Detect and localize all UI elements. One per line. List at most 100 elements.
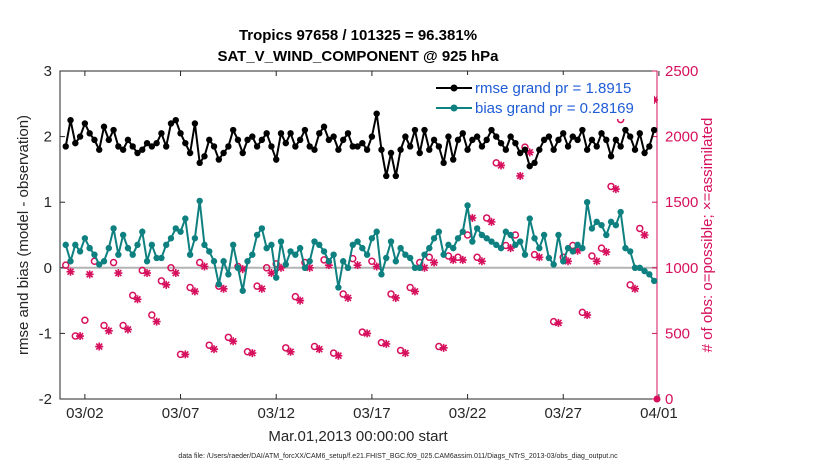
bias-point (292, 251, 299, 258)
rmse-point (627, 133, 634, 140)
rmse-point (540, 136, 548, 144)
obs-assimilated-point (391, 293, 400, 302)
rmse-point (555, 136, 562, 144)
obs-assimilated-point (372, 262, 381, 271)
obs-possible-point (482, 214, 491, 222)
obs-assimilated-point (143, 269, 152, 278)
bias-point (162, 241, 170, 249)
rmse-point (603, 136, 610, 144)
obs-possible-point (406, 283, 414, 292)
rmse-point (67, 117, 74, 124)
bias-point (402, 251, 409, 258)
rmse-point (62, 143, 69, 150)
rmse-point (220, 149, 227, 157)
rmse-point (115, 143, 122, 150)
obs-possible-point (597, 244, 606, 252)
bias-point (62, 241, 69, 249)
bias-point (186, 251, 194, 258)
obs-assimilated-point (640, 231, 649, 239)
obs-assimilated-point (630, 284, 639, 293)
bias-point (583, 199, 591, 206)
legend-rmse-marker (450, 84, 458, 92)
rmse-point (469, 136, 476, 144)
rmse-point (598, 130, 605, 137)
bias-point (344, 264, 352, 271)
rmse-point (191, 120, 199, 127)
rmse-point (612, 136, 620, 144)
rmse-point (344, 130, 352, 137)
bias-point (306, 258, 313, 265)
bias-point (139, 228, 146, 235)
rmse-point (96, 146, 103, 153)
rmse-point (148, 143, 156, 150)
rmse-point (277, 130, 285, 137)
bias-point (450, 244, 457, 252)
obs-assimilated-point (66, 267, 75, 276)
bias-point (464, 202, 471, 209)
rmse-point (607, 153, 615, 160)
obs-assimilated-point (420, 263, 429, 272)
obs-assimilated-point (382, 339, 391, 348)
rmse-point (507, 133, 514, 140)
bias-point (325, 258, 333, 265)
obs-assimilated-point (190, 287, 199, 296)
rmse-point (287, 130, 294, 137)
rmse-point (421, 126, 428, 134)
bias-line (64, 200, 655, 291)
left-tick-label: 0 (44, 260, 52, 277)
obs-assimilated-point (324, 261, 333, 270)
x-tick-label: 03/17 (353, 405, 391, 422)
x-tick-label: 03/12 (257, 405, 295, 422)
bias-point (143, 258, 151, 265)
rmse-point (550, 146, 557, 153)
obs-assimilated-point (439, 343, 448, 352)
bias-point (426, 244, 433, 252)
rmse-point (622, 126, 629, 134)
chart-title: Tropics 97658 / 101325 = 96.381% (239, 27, 477, 44)
x-tick-label: 03/07 (162, 405, 200, 422)
obs-assimilated-point (430, 258, 439, 267)
rmse-point (325, 136, 333, 144)
bias-point (81, 235, 89, 242)
bias-point (91, 251, 98, 258)
bias-point (86, 244, 93, 252)
obs-assimilated-point (573, 246, 582, 255)
rmse-point (536, 146, 543, 153)
bias-point (134, 241, 141, 249)
rmse-point (363, 146, 371, 153)
bias-point (617, 208, 624, 216)
x-tick-label: 03/22 (449, 405, 487, 422)
bias-point (564, 244, 572, 252)
bias-point (363, 251, 371, 258)
bias-point (119, 231, 127, 239)
obs-assimilated-point (238, 265, 247, 274)
rmse-point (526, 162, 533, 170)
rmse-point (406, 143, 414, 150)
rmse-point (91, 136, 98, 144)
rmse-point (349, 143, 356, 150)
bias-point (627, 248, 634, 255)
bias-point (392, 258, 400, 265)
obs-assimilated-point (76, 332, 85, 341)
obs-assimilated-point (497, 161, 506, 170)
rmse-point (182, 139, 189, 147)
bias-point (536, 244, 543, 252)
rmse-point (167, 120, 175, 127)
rmse-point (134, 149, 141, 157)
bias-point (540, 231, 548, 239)
bias-point (560, 258, 567, 265)
bias-point (206, 248, 213, 255)
obs-possible-point (473, 253, 481, 262)
obs-assimilated-point (210, 345, 219, 354)
bias-point (603, 231, 610, 239)
bias-point (177, 228, 184, 235)
bias-point (129, 251, 136, 258)
rmse-point (488, 126, 495, 134)
bias-point (502, 228, 510, 235)
obs-possible-point (119, 321, 127, 330)
bias-point (521, 251, 529, 258)
legend-box (432, 75, 654, 119)
rmse-point (244, 136, 251, 144)
bias-point (349, 241, 356, 249)
obs-possible-point (588, 252, 596, 260)
